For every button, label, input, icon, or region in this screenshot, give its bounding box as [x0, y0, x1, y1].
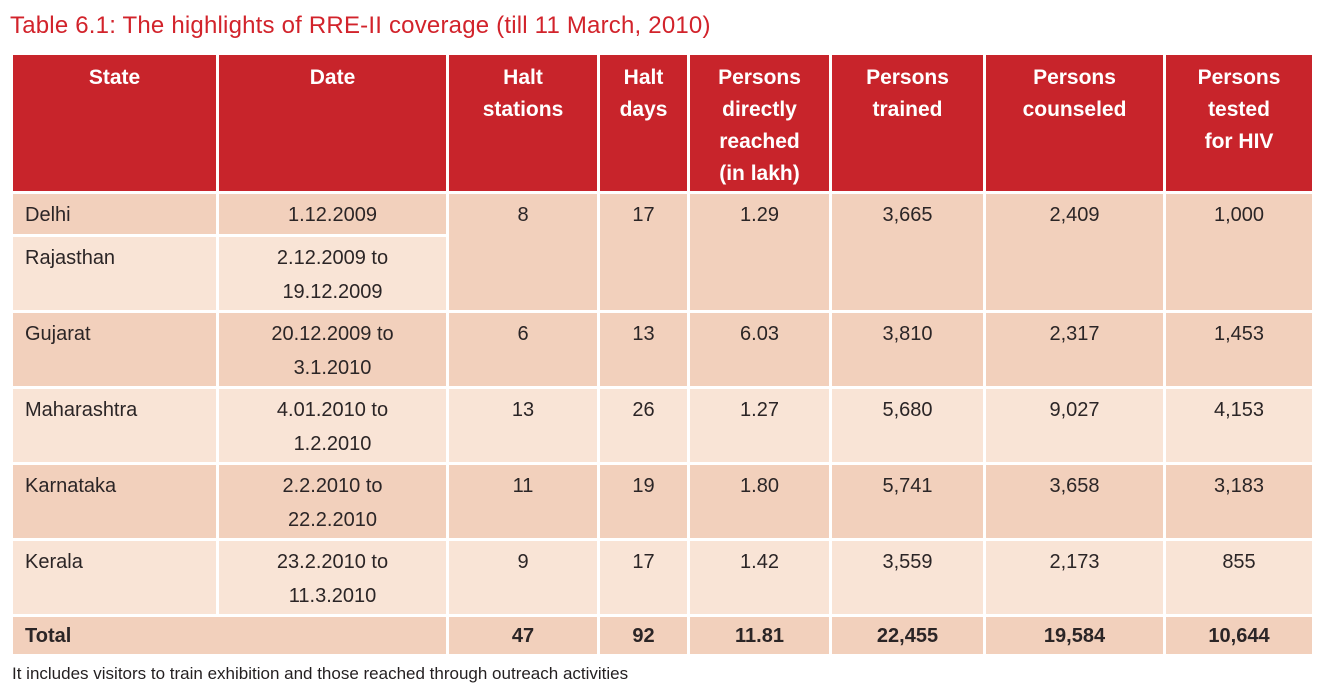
cell-persons-reached: 1.80 — [687, 462, 832, 541]
cell-total-label: Total — [10, 614, 449, 657]
cell-halt-days: 26 — [597, 386, 690, 465]
cell-persons-counseled: 2,317 — [983, 310, 1166, 389]
cell-persons-counseled: 2,173 — [983, 538, 1166, 617]
cell-halt-stations: 11 — [446, 462, 600, 541]
cell-state: Kerala — [10, 538, 219, 617]
cell-persons-reached: 6.03 — [687, 310, 832, 389]
cell-state: Gujarat — [10, 310, 219, 389]
table-row-kerala: Kerala 23.2.2010 to 11.3.2010 9 17 1.42 … — [10, 538, 1315, 617]
cell-total-persons-trained: 22,455 — [829, 614, 986, 657]
table-row-rajasthan: Rajasthan 2.12.2009 to 19.12.2009 — [10, 234, 1314, 313]
column-header-state: State — [10, 52, 219, 194]
table-row-total: Total 47 92 11.81 22,455 19,584 10,644 — [10, 614, 1315, 657]
column-header-persons-tested-hiv: Persons tested for HIV — [1163, 52, 1315, 194]
cell-date: 20.12.2009 to 3.1.2010 — [216, 310, 449, 389]
cell-persons-trained: 3,810 — [829, 310, 986, 389]
column-header-halt-stations: Halt stations — [446, 52, 600, 194]
cell-persons-tested: 855 — [1163, 538, 1315, 617]
cell-persons-counseled: 9,027 — [983, 386, 1166, 465]
table-row-delhi: Delhi 1.12.2009 8 17 1.29 3,665 2,409 1,… — [10, 191, 1315, 313]
cell-persons-counseled: 3,658 — [983, 462, 1166, 541]
cell-total-persons-reached: 11.81 — [687, 614, 832, 657]
table-row-maharashtra: Maharashtra 4.01.2010 to 1.2.2010 13 26 … — [10, 386, 1315, 465]
cell-persons-reached: 1.27 — [687, 386, 832, 465]
cell-persons-tested: 3,183 — [1163, 462, 1315, 541]
column-header-persons-trained: Persons trained — [829, 52, 986, 194]
cell-persons-trained: 5,741 — [829, 462, 986, 541]
cell-date: 1.12.2009 — [216, 191, 449, 237]
cell-persons-counseled: 2,409 — [983, 191, 1166, 313]
column-header-halt-days: Halt days — [597, 52, 690, 194]
cell-halt-days: 13 — [597, 310, 690, 389]
cell-halt-stations: 6 — [446, 310, 600, 389]
cell-date: 4.01.2010 to 1.2.2010 — [216, 386, 449, 465]
cell-state: Karnataka — [10, 462, 219, 541]
cell-halt-stations: 9 — [446, 538, 600, 617]
cell-halt-days: 17 — [597, 538, 690, 617]
cell-persons-tested: 4,153 — [1163, 386, 1315, 465]
cell-date: 23.2.2010 to 11.3.2010 — [216, 538, 449, 617]
table-title: Table 6.1: The highlights of RRE-II cove… — [10, 12, 711, 39]
cell-state: Delhi — [10, 191, 219, 237]
column-header-persons-counseled: Persons counseled — [983, 52, 1166, 194]
cell-persons-trained: 3,665 — [829, 191, 986, 313]
cell-halt-stations: 8 — [446, 191, 600, 313]
cell-persons-tested: 1,453 — [1163, 310, 1315, 389]
header-row: State Date Halt stations Halt days Perso… — [10, 52, 1315, 194]
cell-total-persons-counseled: 19,584 — [983, 614, 1166, 657]
table-row-karnataka: Karnataka 2.2.2010 to 22.2.2010 11 19 1.… — [10, 462, 1315, 541]
cell-halt-stations: 13 — [446, 386, 600, 465]
table-footnote: It includes visitors to train exhibition… — [12, 664, 629, 683]
cell-total-halt-days: 92 — [597, 614, 690, 657]
cell-persons-tested: 1,000 — [1163, 191, 1315, 313]
cell-total-persons-tested: 10,644 — [1163, 614, 1315, 657]
cell-date: 2.12.2009 to 19.12.2009 — [216, 234, 449, 313]
column-header-date: Date — [216, 52, 449, 194]
cell-persons-trained: 3,559 — [829, 538, 986, 617]
cell-state: Maharashtra — [10, 386, 219, 465]
cell-date: 2.2.2010 to 22.2.2010 — [216, 462, 449, 541]
cell-persons-reached: 1.42 — [687, 538, 832, 617]
cell-state: Rajasthan — [10, 234, 219, 313]
rre-coverage-table: State Date Halt stations Halt days Perso… — [10, 52, 1315, 657]
cell-halt-days: 19 — [597, 462, 690, 541]
cell-persons-reached: 1.29 — [687, 191, 832, 313]
cell-total-halt-stations: 47 — [446, 614, 600, 657]
table-row-gujarat: Gujarat 20.12.2009 to 3.1.2010 6 13 6.03… — [10, 310, 1315, 389]
column-header-persons-directly-reached: Persons directly reached (in lakh) — [687, 52, 832, 194]
cell-persons-trained: 5,680 — [829, 386, 986, 465]
cell-halt-days: 17 — [597, 191, 690, 313]
